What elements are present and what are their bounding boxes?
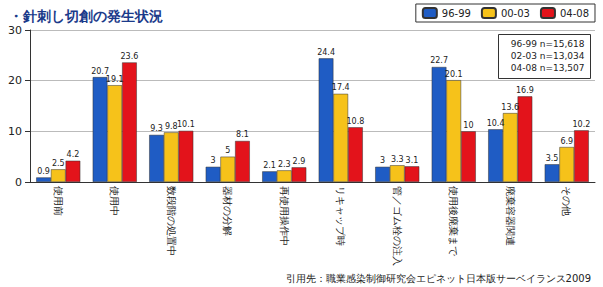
svg-text:3: 3: [380, 156, 385, 165]
svg-text:2.1: 2.1: [263, 161, 276, 170]
svg-text:再使用操作中: 再使用操作中: [279, 186, 290, 246]
svg-text:17.4: 17.4: [332, 83, 350, 92]
svg-text:10: 10: [463, 121, 473, 130]
svg-text:使用後廃棄まで: 使用後廃棄まで: [448, 186, 459, 257]
svg-text:10.8: 10.8: [347, 117, 365, 126]
svg-text:・針刺し切創の発生状況: ・針刺し切創の発生状況: [9, 8, 163, 24]
svg-text:96-99: 96-99: [442, 8, 471, 19]
svg-text:0.9: 0.9: [37, 167, 50, 176]
svg-text:13.6: 13.6: [501, 103, 519, 112]
svg-text:その他: その他: [561, 186, 572, 216]
svg-text:24.4: 24.4: [317, 48, 335, 57]
svg-text:02-03 n=13,034: 02-03 n=13,034: [511, 51, 585, 61]
svg-text:23.6: 23.6: [121, 52, 139, 61]
svg-text:9.3: 9.3: [150, 124, 163, 133]
svg-text:引用先：職業感染制御研究会エピネット日本版サーベイランス20: 引用先：職業感染制御研究会エピネット日本版サーベイランス2009: [286, 273, 591, 284]
svg-text:6.9: 6.9: [560, 137, 573, 146]
svg-text:3: 3: [211, 156, 216, 165]
svg-text:使用前: 使用前: [53, 186, 64, 216]
svg-text:3.5: 3.5: [546, 154, 559, 163]
svg-text:0: 0: [15, 176, 22, 189]
svg-text:数段階の処置中: 数段階の処置中: [166, 186, 177, 256]
svg-text:04-08 n=13,507: 04-08 n=13,507: [511, 63, 585, 73]
svg-text:96-99 n=15,618: 96-99 n=15,618: [511, 39, 585, 49]
svg-text:22.7: 22.7: [430, 56, 448, 65]
svg-text:8.1: 8.1: [236, 130, 249, 139]
svg-text:2.9: 2.9: [293, 157, 306, 166]
svg-text:管／ゴム栓の注入: 管／ゴム栓の注入: [392, 186, 403, 266]
svg-text:器材の分解: 器材の分解: [222, 186, 233, 236]
svg-text:20: 20: [8, 74, 22, 87]
svg-text:2.5: 2.5: [52, 159, 65, 168]
svg-text:20.1: 20.1: [445, 70, 463, 79]
svg-text:リキャップ時: リキャップ時: [335, 186, 346, 246]
svg-text:廃棄容器関連: 廃棄容器関連: [505, 186, 516, 246]
svg-text:16.9: 16.9: [516, 86, 534, 95]
svg-text:9.8: 9.8: [165, 122, 178, 131]
svg-text:30: 30: [8, 24, 22, 37]
svg-text:10: 10: [8, 125, 22, 138]
svg-text:3.1: 3.1: [406, 156, 419, 165]
svg-text:5: 5: [225, 146, 230, 155]
svg-text:使用中: 使用中: [109, 186, 120, 216]
svg-text:10.2: 10.2: [573, 120, 591, 129]
svg-text:3.3: 3.3: [391, 155, 404, 164]
svg-text:04-08: 04-08: [560, 8, 589, 19]
svg-text:00-03: 00-03: [501, 8, 530, 19]
svg-text:19.1: 19.1: [106, 75, 124, 84]
svg-text:4.2: 4.2: [67, 150, 80, 159]
svg-text:2.3: 2.3: [278, 160, 291, 169]
svg-text:10.1: 10.1: [177, 120, 195, 129]
svg-text:10.4: 10.4: [487, 119, 505, 128]
svg-text:20.7: 20.7: [91, 66, 109, 76]
